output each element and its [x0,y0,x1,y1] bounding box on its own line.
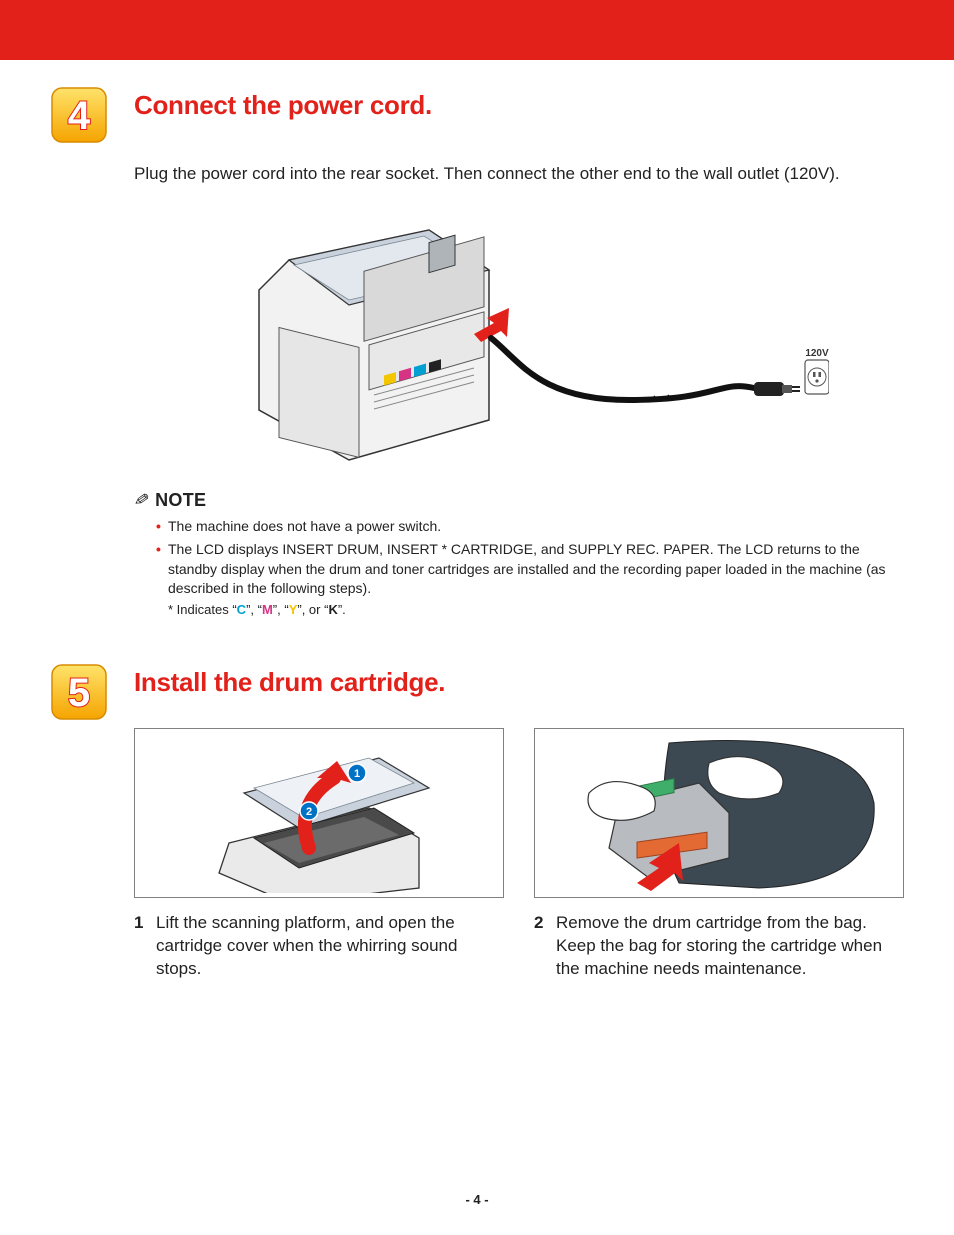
step-5-title: Install the drum cartridge. [134,663,904,698]
step-5-badge: 5 [50,663,108,721]
substep-2-num: 2 [534,912,550,981]
step-4-number: 4 [68,94,91,138]
step-4-title: Connect the power cord. [134,86,904,121]
substep-1: 1 2 1 Lift the scanning platform, and op… [134,728,504,981]
note-heading: ✎ NOTE [134,490,904,511]
substep-1-body: Lift the scanning platform, and open the… [156,912,504,981]
note-label: NOTE [155,490,206,511]
svg-text:1: 1 [354,768,360,780]
step-4-intro: Plug the power cord into the rear socket… [134,163,904,186]
substep-1-num: 1 [134,912,150,981]
note-bullet-1: The machine does not have a power switch… [156,517,904,536]
substep-2-text: 2 Remove the drum cartridge from the bag… [534,912,904,981]
step-5-number: 5 [68,671,90,715]
note-bullet-2: The LCD displays INSERT DRUM, INSERT * C… [156,540,904,598]
substep-2: 2 Remove the drum cartridge from the bag… [534,728,904,981]
header-bar [0,0,954,60]
note-asterisk: * Indicates “C”, “M”, “Y”, or “K”. [134,602,904,617]
wall-outlet-icon: 120V [805,348,829,394]
substep-2-figure [534,728,904,898]
step-5-substeps: 1 2 1 Lift the scanning platform, and op… [134,728,904,981]
substep-1-figure: 1 2 [134,728,504,898]
substep-2-body: Remove the drum cartridge from the bag. … [556,912,904,981]
step-4-badge: 4 [50,86,108,144]
page-number: - 4 - [0,1192,954,1207]
pencil-icon: ✎ [132,489,151,512]
svg-text:2: 2 [306,806,312,818]
power-cord-figure: 120V [209,210,829,470]
step-4-block: 4 Connect the power cord. Plug the power… [50,86,904,617]
page-content: 4 Connect the power cord. Plug the power… [0,60,954,981]
svg-text:120V: 120V [805,348,829,359]
step-5-block: 5 Install the drum cartridge. [50,663,904,981]
substep-1-text: 1 Lift the scanning platform, and open t… [134,912,504,981]
note-list: The machine does not have a power switch… [134,517,904,598]
